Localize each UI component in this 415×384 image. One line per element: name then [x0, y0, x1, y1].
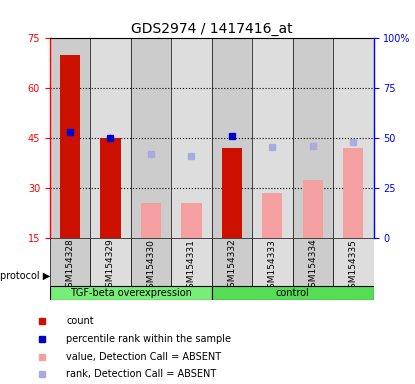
Text: GSM154332: GSM154332: [227, 239, 237, 293]
Bar: [303, 180, 323, 238]
Text: GSM154333: GSM154333: [268, 239, 277, 294]
Text: GSM154331: GSM154331: [187, 239, 196, 294]
Bar: [171, 238, 212, 286]
Bar: [222, 148, 242, 238]
Title: GDS2974 / 1417416_at: GDS2974 / 1417416_at: [131, 22, 293, 36]
Text: value, Detection Call = ABSENT: value, Detection Call = ABSENT: [66, 352, 222, 362]
Bar: [293, 238, 333, 286]
Bar: [252, 238, 293, 286]
Text: rank, Detection Call = ABSENT: rank, Detection Call = ABSENT: [66, 369, 217, 379]
Text: TGF-beta overexpression: TGF-beta overexpression: [70, 288, 192, 298]
Bar: [212, 38, 252, 238]
Bar: [131, 38, 171, 238]
Bar: [343, 148, 364, 238]
Text: GSM154335: GSM154335: [349, 239, 358, 294]
Bar: [100, 138, 121, 238]
Bar: [50, 286, 212, 300]
Text: percentile rank within the sample: percentile rank within the sample: [66, 334, 232, 344]
Bar: [171, 38, 212, 238]
Bar: [262, 193, 283, 238]
Bar: [252, 38, 293, 238]
Text: GSM154329: GSM154329: [106, 239, 115, 293]
Bar: [212, 238, 252, 286]
Bar: [131, 238, 171, 286]
Text: GSM154328: GSM154328: [66, 239, 75, 293]
Text: GSM154330: GSM154330: [146, 239, 156, 294]
Bar: [181, 203, 202, 238]
Bar: [212, 286, 374, 300]
Text: control: control: [276, 288, 310, 298]
Bar: [333, 38, 374, 238]
Text: GSM154334: GSM154334: [308, 239, 317, 293]
Bar: [90, 38, 131, 238]
Bar: [333, 238, 374, 286]
Bar: [50, 38, 90, 238]
Bar: [90, 238, 131, 286]
Text: protocol ▶: protocol ▶: [0, 271, 50, 281]
Text: count: count: [66, 316, 94, 326]
Bar: [50, 238, 90, 286]
Bar: [293, 38, 333, 238]
Bar: [141, 203, 161, 238]
Bar: [60, 55, 80, 238]
